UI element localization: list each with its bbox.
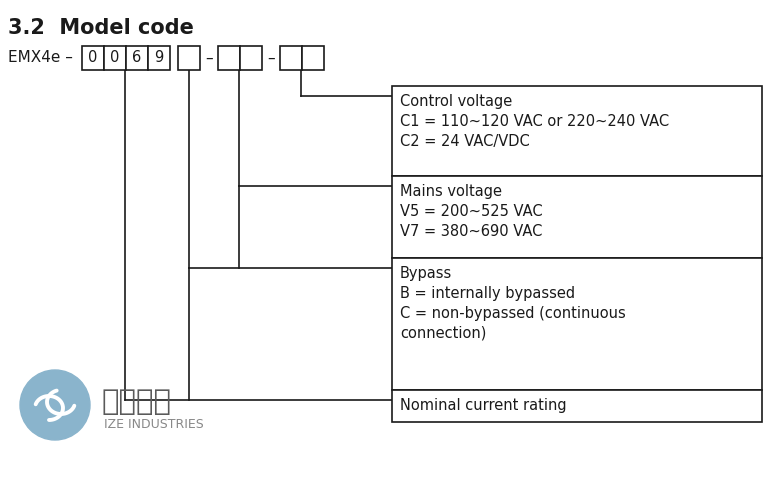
Bar [240,46,262,70]
Text: V5 = 200~525 VAC: V5 = 200~525 VAC [400,204,543,219]
Text: Mains voltage: Mains voltage [400,184,502,199]
Text: Nominal current rating: Nominal current rating [400,398,567,413]
Text: Bypass: Bypass [400,266,452,281]
Text: C1 = 110~120 VAC or 220~240 VAC: C1 = 110~120 VAC or 220~240 VAC [400,114,669,129]
Bar [302,46,324,70]
Bar [280,46,302,70]
Text: connection): connection) [400,326,486,341]
Text: 6: 6 [132,50,141,65]
Text: B = internally bypassed: B = internally bypassed [400,286,575,301]
Text: 9: 9 [154,50,164,65]
Bar [392,176,762,258]
Bar [218,46,240,70]
Text: EMX4e –: EMX4e – [8,50,73,65]
Text: V7 = 380~690 VAC: V7 = 380~690 VAC [400,224,543,239]
Bar [126,46,148,70]
Circle shape [20,370,90,440]
Bar [104,46,126,70]
Bar [392,258,762,390]
Text: C2 = 24 VAC/VDC: C2 = 24 VAC/VDC [400,134,530,149]
Text: 0: 0 [110,50,120,65]
Bar [82,46,104,70]
Bar [392,390,762,422]
Text: –: – [205,50,212,65]
Bar [178,46,200,70]
Bar [148,46,170,70]
Text: 0: 0 [88,50,98,65]
Text: 3.2  Model code: 3.2 Model code [8,18,194,38]
Text: 爱泽工业: 爱泽工业 [102,388,172,416]
Bar [392,86,762,176]
Text: –: – [267,50,275,65]
Text: C = non-bypassed (continuous: C = non-bypassed (continuous [400,306,626,321]
Text: IZE INDUSTRIES: IZE INDUSTRIES [104,418,204,431]
Text: Control voltage: Control voltage [400,94,513,109]
